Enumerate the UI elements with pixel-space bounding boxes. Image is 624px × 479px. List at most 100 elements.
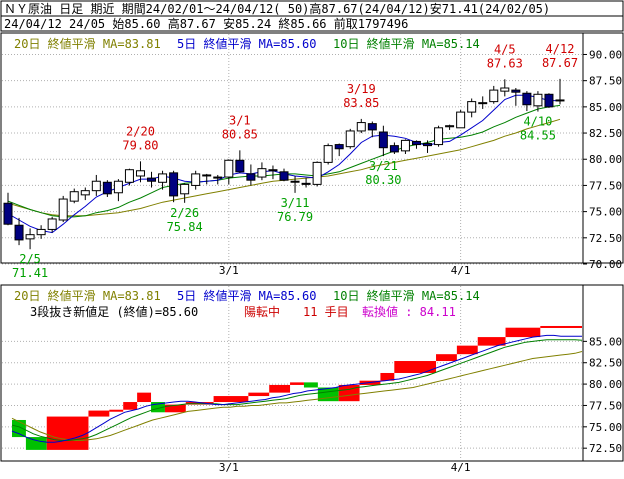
candle-body: [555, 99, 565, 102]
break-brick-up: [269, 384, 291, 393]
candle-body: [467, 101, 477, 113]
low-label-date: 4/10: [523, 115, 552, 129]
high-label-date: 2/20: [126, 124, 155, 138]
price-x-axis: 3/1 4/1: [219, 264, 471, 277]
candle-body: [213, 176, 223, 179]
candle-body: [169, 172, 179, 197]
price-legend: 20日 終値平滑 MA=83.81 5日 終値平滑 MA=85.60 10日 終…: [14, 36, 480, 51]
break-brick-up: [88, 410, 110, 417]
candle-body: [345, 130, 355, 148]
candle-body: [290, 180, 300, 183]
legend-ma5: 5日 終値平滑 MA=85.60: [177, 36, 316, 51]
low-label-date: 3/21: [369, 159, 398, 173]
high-label-date: 4/5: [494, 42, 516, 56]
break-brick-up: [477, 337, 506, 346]
break-y-tick-label: 85.00: [589, 335, 622, 348]
price-y-tick-label: 82.50: [589, 127, 622, 140]
candle-body: [102, 181, 112, 195]
candle-body: [235, 159, 245, 173]
candle-body: [202, 174, 212, 177]
candle-body: [36, 228, 46, 236]
break-brick-up: [164, 404, 186, 413]
candle-body: [135, 170, 145, 177]
high-label-value: 79.80: [122, 138, 158, 152]
break-y-tick-label: 72.50: [589, 442, 622, 455]
legend-ma10-bottom: 10日 終値平滑 MA=85.14: [333, 288, 480, 303]
break-turn-status: 陽転中: [244, 304, 280, 319]
candle-body: [423, 143, 433, 147]
legend-ma10: 10日 終値平滑 MA=85.14: [333, 36, 480, 51]
header-line-2: 24/04/12 24/05 始85.60 高87.67 安85.24 終85.…: [4, 16, 408, 31]
candle-body: [80, 190, 90, 196]
candle-body: [69, 191, 79, 202]
candle-body: [14, 224, 24, 241]
high-label-value: 87.63: [487, 56, 523, 70]
break-brick-up: [456, 345, 478, 355]
candle-body: [478, 102, 488, 105]
price-y-axis: 70.00 72.50 75.00 77.50 80.00 82.50 85.00 87.50…: [583, 48, 622, 271]
break-y-tick-label: 75.00: [589, 421, 622, 434]
break-brick-down: [12, 419, 26, 438]
break-x-tick-label: 3/1: [219, 461, 239, 474]
candlestick-series: [3, 78, 565, 250]
high-label-value: 83.85: [343, 96, 379, 110]
candle-body: [500, 87, 510, 92]
high-label-value: 80.85: [222, 127, 258, 141]
break-y-tick-label: 77.50: [589, 399, 622, 412]
low-label-date: 2/5: [19, 252, 41, 266]
low-label-date: 2/26: [170, 206, 199, 220]
candle-body: [544, 93, 554, 108]
candle-body: [323, 145, 333, 163]
candle-body: [158, 173, 168, 183]
candle-body: [257, 168, 267, 178]
price-y-tick-label: 87.50: [589, 75, 622, 88]
candle-body: [522, 92, 532, 106]
candle-body: [533, 93, 543, 107]
break-brick-down: [25, 437, 47, 450]
price-y-tick-label: 90.00: [589, 48, 622, 61]
three-line-break-bricks: [12, 325, 582, 450]
break-brick-up: [540, 325, 582, 328]
candle-body: [400, 139, 410, 152]
candle-body: [301, 182, 311, 185]
candle-body: [124, 169, 134, 183]
candle-body: [246, 173, 256, 181]
price-x-tick-label: 3/1: [219, 264, 239, 277]
candle-body: [224, 159, 234, 178]
candle-body: [389, 145, 399, 153]
break-ma10-line: [11, 339, 583, 441]
candle-body: [147, 177, 157, 182]
high-label-date: 3/19: [347, 82, 376, 96]
price-y-tick-label: 72.50: [589, 232, 622, 245]
price-x-tick-label: 4/1: [451, 264, 471, 277]
high-label-value: 87.67: [542, 56, 578, 70]
break-panel-frame: [0, 284, 624, 462]
price-y-tick-label: 75.00: [589, 206, 622, 219]
break-brick-up: [436, 354, 457, 362]
candle-body: [312, 161, 322, 185]
break-brick-up: [505, 327, 541, 338]
low-label-value: 71.41: [12, 266, 48, 280]
break-brick-up: [380, 372, 395, 381]
candle-body: [58, 198, 68, 221]
low-label-date: 3/11: [281, 196, 310, 210]
candle-body: [180, 183, 190, 195]
low-label-value: 76.79: [277, 210, 313, 224]
break-brick-up: [46, 416, 89, 450]
break-panel-grid: [2, 286, 583, 460]
break-brick-up: [338, 384, 360, 402]
candle-body: [191, 173, 201, 186]
break-brick-up: [123, 402, 138, 410]
price-panel-frame: [0, 32, 624, 264]
high-label-date: 3/1: [229, 113, 251, 127]
legend-ma20-bottom: 20日 終値平滑 MA=83.81: [14, 288, 161, 303]
candle-body: [356, 122, 366, 132]
low-label-value: 84.55: [520, 129, 556, 143]
candle-body: [378, 131, 388, 149]
candle-body: [113, 180, 123, 194]
low-label-value: 80.30: [365, 173, 401, 187]
legend-ma20: 20日 終値平滑 MA=83.81: [14, 36, 161, 51]
break-legend: 20日 終値平滑 MA=83.81 5日 終値平滑 MA=85.60 10日 終…: [14, 288, 480, 319]
break-brick-up: [109, 409, 124, 412]
break-moving-averages: [11, 334, 583, 443]
